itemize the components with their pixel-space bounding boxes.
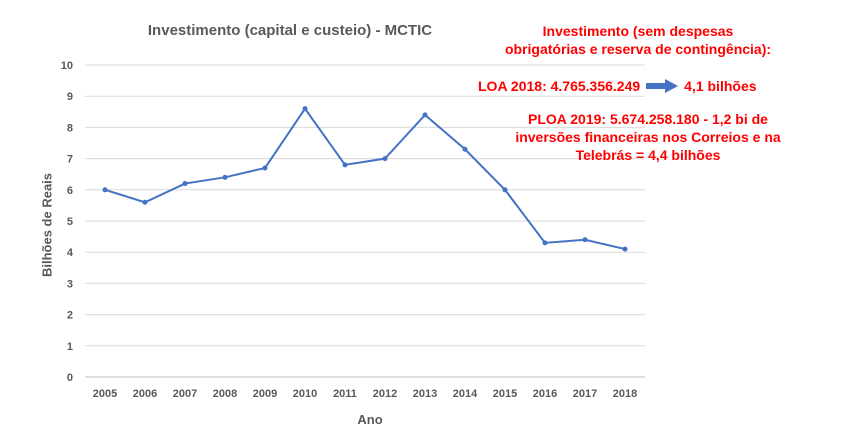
- data-point: [622, 246, 628, 252]
- x-tick-label: 2010: [293, 388, 317, 400]
- data-point: [302, 106, 308, 112]
- chart-title: Investimento (capital e custeio) - MCTIC: [147, 22, 433, 39]
- data-point: [102, 187, 108, 193]
- data-point: [462, 146, 468, 152]
- data-point: [342, 162, 348, 168]
- x-tick-label: 2005: [93, 388, 117, 400]
- arrow-right-icon: [646, 79, 679, 93]
- x-tick-label: 2011: [333, 388, 357, 400]
- data-point: [422, 112, 428, 118]
- x-tick-label: 2013: [413, 388, 437, 400]
- ploa-note-line2: inversões financeiras nos Correios e na: [515, 129, 781, 145]
- y-tick-label: 4: [67, 247, 74, 259]
- series-line: [104, 106, 626, 251]
- loa-text: LOA 2018: 4.765.356.249: [478, 78, 641, 94]
- y-tick-label: 3: [67, 278, 73, 290]
- x-tick-label: 2012: [373, 388, 397, 400]
- x-tick-label: 2007: [173, 388, 197, 400]
- data-point: [382, 156, 388, 162]
- y-tick-label: 8: [67, 122, 73, 134]
- investment-note: Investimento (sem despesas obrigatórias …: [468, 22, 808, 58]
- x-axis-label: Ano: [357, 412, 383, 427]
- ploa-note-line3: Telebrás = 4,4 bilhões: [575, 147, 721, 163]
- y-tick-label: 0: [67, 372, 73, 384]
- y-tick-label: 6: [67, 185, 73, 197]
- ploa-note: PLOA 2019: 5.674.258.180 - 1,2 bi de inv…: [478, 110, 818, 164]
- y-tick-label: 7: [67, 154, 73, 166]
- x-tick-label: 2018: [613, 388, 637, 400]
- data-point: [142, 199, 148, 205]
- loa-note: LOA 2018: 4.765.356.249 4,1 bilhões: [478, 77, 818, 95]
- x-tick-label: 2015: [493, 388, 517, 400]
- data-point: [502, 187, 508, 193]
- y-tick-label: 2: [67, 310, 73, 322]
- y-tick-label: 1: [67, 341, 73, 353]
- investment-note-line2: obrigatórias e reserva de contingência):: [504, 41, 772, 57]
- x-tick-label: 2008: [213, 388, 237, 400]
- y-tick-label: 10: [61, 60, 73, 72]
- y-tick-label: 5: [67, 216, 73, 228]
- y-axis-label: Bilhões de Reais: [39, 172, 55, 278]
- investment-note-line1: Investimento (sem despesas: [542, 23, 734, 39]
- loa-result: 4,1 bilhões: [684, 78, 757, 94]
- y-tick-label: 9: [67, 91, 73, 103]
- x-tick-label: 2009: [253, 388, 277, 400]
- ploa-note-line1: PLOA 2019: 5.674.258.180 - 1,2 bi de: [528, 111, 768, 127]
- data-point: [542, 240, 548, 246]
- x-tick-label: 2016: [533, 388, 557, 400]
- data-point: [582, 237, 588, 243]
- data-point: [222, 174, 228, 180]
- data-point: [262, 165, 268, 171]
- x-tick-label: 2006: [133, 388, 157, 400]
- x-tick-label: 2014: [453, 388, 478, 400]
- data-point: [182, 181, 188, 187]
- x-tick-label: 2017: [573, 388, 597, 400]
